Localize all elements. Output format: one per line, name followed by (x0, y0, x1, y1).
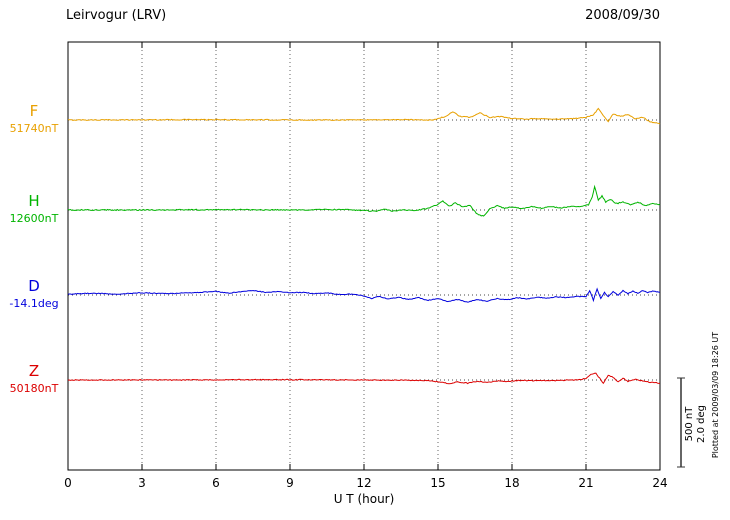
x-tick-label: 9 (286, 476, 294, 490)
x-tick-label: 15 (430, 476, 445, 490)
date-label: 2008/09/30 (585, 8, 660, 23)
series-label-f: F 51740nT (2, 102, 66, 136)
scale-label-deg: 2.0 deg (696, 405, 707, 443)
series-label-z: Z 50180nT (2, 362, 66, 396)
series-f-letter: F (29, 102, 39, 120)
x-tick-label: 24 (652, 476, 667, 490)
x-tick-label: 0 (64, 476, 72, 490)
series-line-Z (67, 372, 661, 385)
series-z-letter: Z (28, 362, 40, 380)
x-tick-label: 12 (356, 476, 371, 490)
series-h-letter: H (28, 192, 40, 210)
series-line-D (67, 287, 661, 303)
series-line-F (68, 107, 661, 125)
series-h-value: 12600nT (9, 212, 59, 225)
station-title: Leirvogur (LRV) (66, 8, 167, 23)
x-axis-title: U T (hour) (333, 492, 395, 506)
x-tick-label: 3 (138, 476, 146, 490)
scale-bar-labels: 500 nT 2.0 deg (684, 379, 708, 469)
series-z-value: 50180nT (9, 382, 59, 395)
scale-label-nt: 500 nT (684, 406, 695, 442)
x-tick-label: 6 (212, 476, 220, 490)
series-d-letter: D (28, 277, 40, 295)
series-label-d: D -14.1deg (2, 277, 66, 311)
x-tick-label: 18 (504, 476, 519, 490)
series-f-value: 51740nT (9, 122, 59, 135)
series-label-h: H 12600nT (2, 192, 66, 226)
series-d-value: -14.1deg (9, 297, 59, 310)
plotted-at-note: Plotted at 2009/03/09 18:26 UT (711, 331, 720, 459)
series-line-H (67, 184, 661, 217)
x-tick-label: 21 (578, 476, 593, 490)
